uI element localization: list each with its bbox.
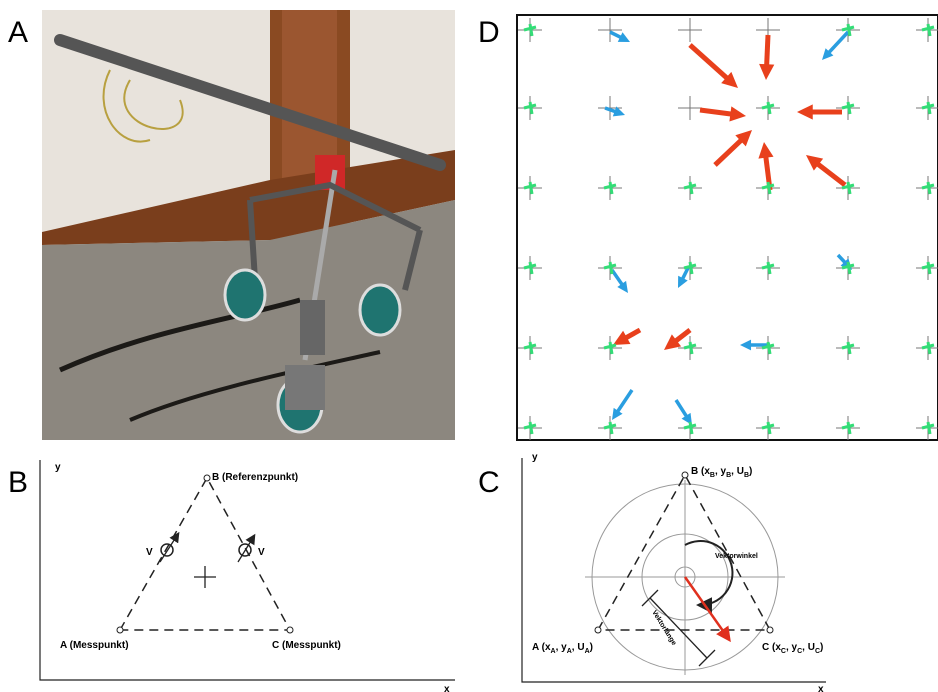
diagram-b: y x B (Referenzpunkt) A (Messpunkt) C (M… [40, 460, 455, 692]
label-part: B (x [691, 466, 710, 477]
label-part: ) [749, 466, 752, 477]
angle-label: Vektorwinkel [715, 553, 758, 560]
label-part: , y [715, 466, 727, 477]
photo [42, 10, 455, 440]
panel-label: D [478, 16, 500, 49]
axis-label: x [818, 684, 824, 692]
axis-label: x [444, 684, 450, 692]
panel-label: A [8, 16, 28, 49]
label-part: ) [820, 642, 823, 653]
label-part: , U [731, 466, 744, 477]
label-part: , U [572, 642, 585, 653]
label-part: , y [556, 642, 568, 653]
axis-label: y [532, 452, 538, 463]
axis-label: y [55, 462, 61, 473]
label-part: A (x [532, 642, 551, 653]
point-label: B (Referenzpunkt) [212, 472, 298, 483]
panel-label: B [8, 466, 28, 499]
point-label: A (xA, yA, UA) [532, 642, 593, 655]
label-part: C (x [762, 642, 781, 653]
diagram-c: y x Vektorwinkel Vektorlänge B (xB, yB, … [522, 452, 826, 692]
velocity-label: V [258, 547, 265, 558]
label-part: , U [802, 642, 815, 653]
panel-label: C [478, 466, 500, 499]
point-label: C (Messpunkt) [272, 640, 341, 651]
label-part: , y [786, 642, 798, 653]
label-part: ) [590, 642, 593, 653]
point-label: A (Messpunkt) [60, 640, 129, 651]
velocity-label: V [146, 547, 153, 558]
point-label: B (xB, yB, UB) [691, 466, 752, 479]
figure: A D B y x B (Referenzpunkt) A (Messpunkt… [0, 0, 938, 692]
point-label: C (xC, yC, UC) [762, 642, 823, 655]
